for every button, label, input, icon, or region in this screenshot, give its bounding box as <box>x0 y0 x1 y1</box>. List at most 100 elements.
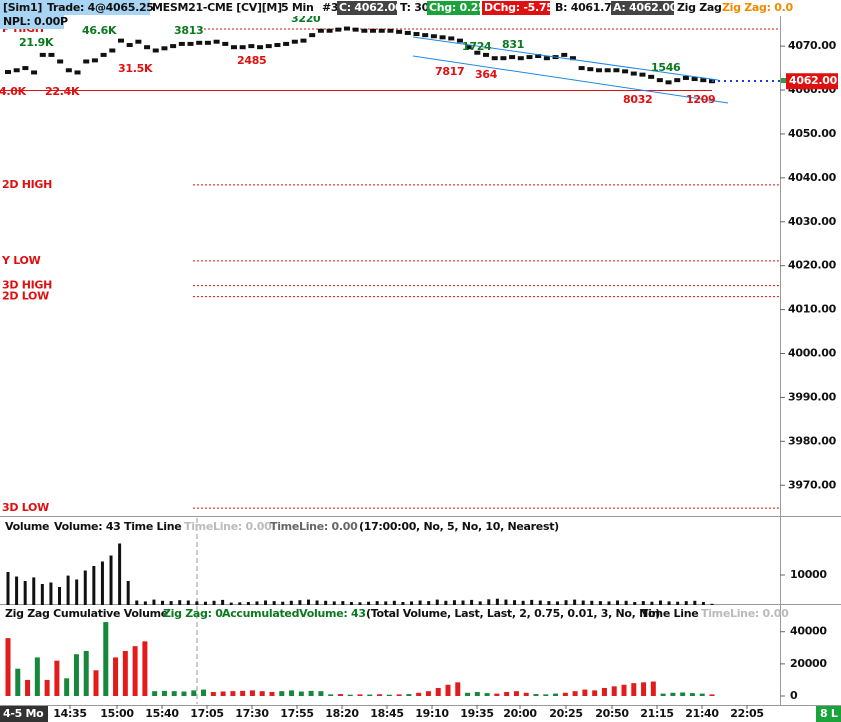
zigzag-bar <box>601 687 607 696</box>
price-bar <box>196 40 203 45</box>
volume-bar <box>195 601 199 605</box>
price-bar <box>300 38 307 43</box>
price-bar <box>309 33 316 38</box>
volume-bar <box>607 601 611 605</box>
level-label: 3D LOW <box>2 501 49 514</box>
volume-bar <box>427 601 431 605</box>
account[interactable]: [Sim1] <box>3 1 43 14</box>
volume-bar <box>573 599 577 605</box>
volume-bar <box>487 599 491 605</box>
volume-bar <box>530 599 534 605</box>
y-tick-label: 4050.00 <box>788 127 837 140</box>
zigzag-bar <box>201 689 207 696</box>
symbol[interactable]: MESM21-CME [CV][M] <box>152 1 282 14</box>
price-bar <box>639 72 646 77</box>
volume-bar <box>152 599 156 605</box>
x-tick-label: 20:00 <box>503 707 537 720</box>
volume-bar <box>66 575 70 605</box>
zigzag-bar <box>34 657 40 696</box>
zigzag-bar <box>132 646 138 696</box>
price-bar <box>83 59 90 64</box>
volume-bar <box>178 600 182 605</box>
timeline-title: Time Line <box>641 607 698 620</box>
price-bar <box>569 56 576 61</box>
zigzag-bar <box>337 694 343 696</box>
close: C: 4062.00 <box>339 1 403 14</box>
zigzag-label: 4.0K <box>0 85 27 98</box>
study-value: Zig Zag: 0.0 <box>722 1 793 14</box>
volume-bar <box>332 601 336 605</box>
price-bar <box>656 78 663 83</box>
volume-bar <box>324 600 328 605</box>
zigzag-bar <box>367 694 373 696</box>
zigzag-params: (Total Volume, Last, Last, 2, 0.75, 0.01… <box>366 607 660 620</box>
y-tick-label: 40000 <box>790 625 827 638</box>
zigzag-bar <box>592 690 598 696</box>
timeline-params: (17:00:00, No, 5, No, 10, Nearest) <box>359 520 559 533</box>
study[interactable]: Zig Zag <box>677 1 722 14</box>
volume-bar <box>444 600 448 605</box>
ask-box <box>611 1 674 15</box>
current-marker <box>781 78 786 83</box>
x-tick-label: 15:00 <box>100 707 134 720</box>
zigzag-bar <box>269 691 275 696</box>
volume-bar <box>75 579 79 605</box>
change-box <box>427 1 480 15</box>
price-bar <box>109 48 116 53</box>
account-box[interactable] <box>0 0 150 15</box>
volume-bar <box>590 600 594 605</box>
volume-bar <box>401 602 405 605</box>
zigzag-bar <box>425 691 431 696</box>
interval[interactable]: 5 Min <box>281 1 314 14</box>
y-tick-label: 4020.00 <box>788 259 837 272</box>
x-tick-label: 19:35 <box>460 707 494 720</box>
zigzag-bar <box>416 692 422 696</box>
volume-bar <box>126 581 130 605</box>
price-bar <box>543 56 550 61</box>
price-bar <box>126 43 133 48</box>
volume-bar <box>212 600 216 605</box>
price-bar <box>22 66 29 71</box>
price-bar <box>535 53 542 58</box>
zigzag-bar <box>15 668 21 696</box>
zigzag-bar <box>641 682 647 696</box>
price-layer: 4070.004060.004050.004040.004030.004020.… <box>0 22 838 720</box>
price-bar <box>74 70 81 75</box>
zigzag-bar <box>103 622 109 696</box>
volume-bar <box>667 601 671 605</box>
zigzag-bar <box>44 679 50 696</box>
zigzag-label: 3813 <box>174 24 203 37</box>
zigzag-label: 1546 <box>651 61 681 74</box>
zigzag-label: 8032 <box>623 93 652 106</box>
zigzag-label: 31.5K <box>118 62 153 75</box>
price-bar <box>517 56 524 61</box>
volume-bar <box>504 599 508 605</box>
zigzag-bar <box>611 686 617 696</box>
zigzag-label: 46.6K <box>82 24 117 37</box>
zigzag-bar <box>386 694 392 696</box>
zigzag-bar <box>543 694 549 696</box>
channel-line <box>412 55 729 104</box>
price-bar <box>578 66 585 71</box>
volume-bar <box>306 599 310 605</box>
x-tick-label: 18:45 <box>370 707 404 720</box>
price-bar <box>630 71 637 76</box>
volume-bar <box>169 601 173 605</box>
zigzag-bar <box>279 691 285 696</box>
zigzag-bar <box>484 693 490 696</box>
ask: A: 4062.00 <box>613 1 678 14</box>
y-tick-label: 4040.00 <box>788 171 837 184</box>
y-tick-label: 3980.00 <box>788 434 837 447</box>
y-tick-label: 4010.00 <box>788 303 837 316</box>
x-tick-label: 20:25 <box>549 707 583 720</box>
volume-bar <box>203 601 207 605</box>
level-label: 2D LOW <box>2 290 49 303</box>
price-bar <box>422 33 429 38</box>
price-bar <box>509 55 516 60</box>
price-bar <box>317 28 324 33</box>
volume-bar <box>693 600 697 605</box>
price-bar <box>335 27 342 32</box>
price-bar <box>361 28 368 33</box>
timeline-value: TimeLine: 0.00 <box>270 520 358 533</box>
zigzag-bar <box>308 690 314 696</box>
